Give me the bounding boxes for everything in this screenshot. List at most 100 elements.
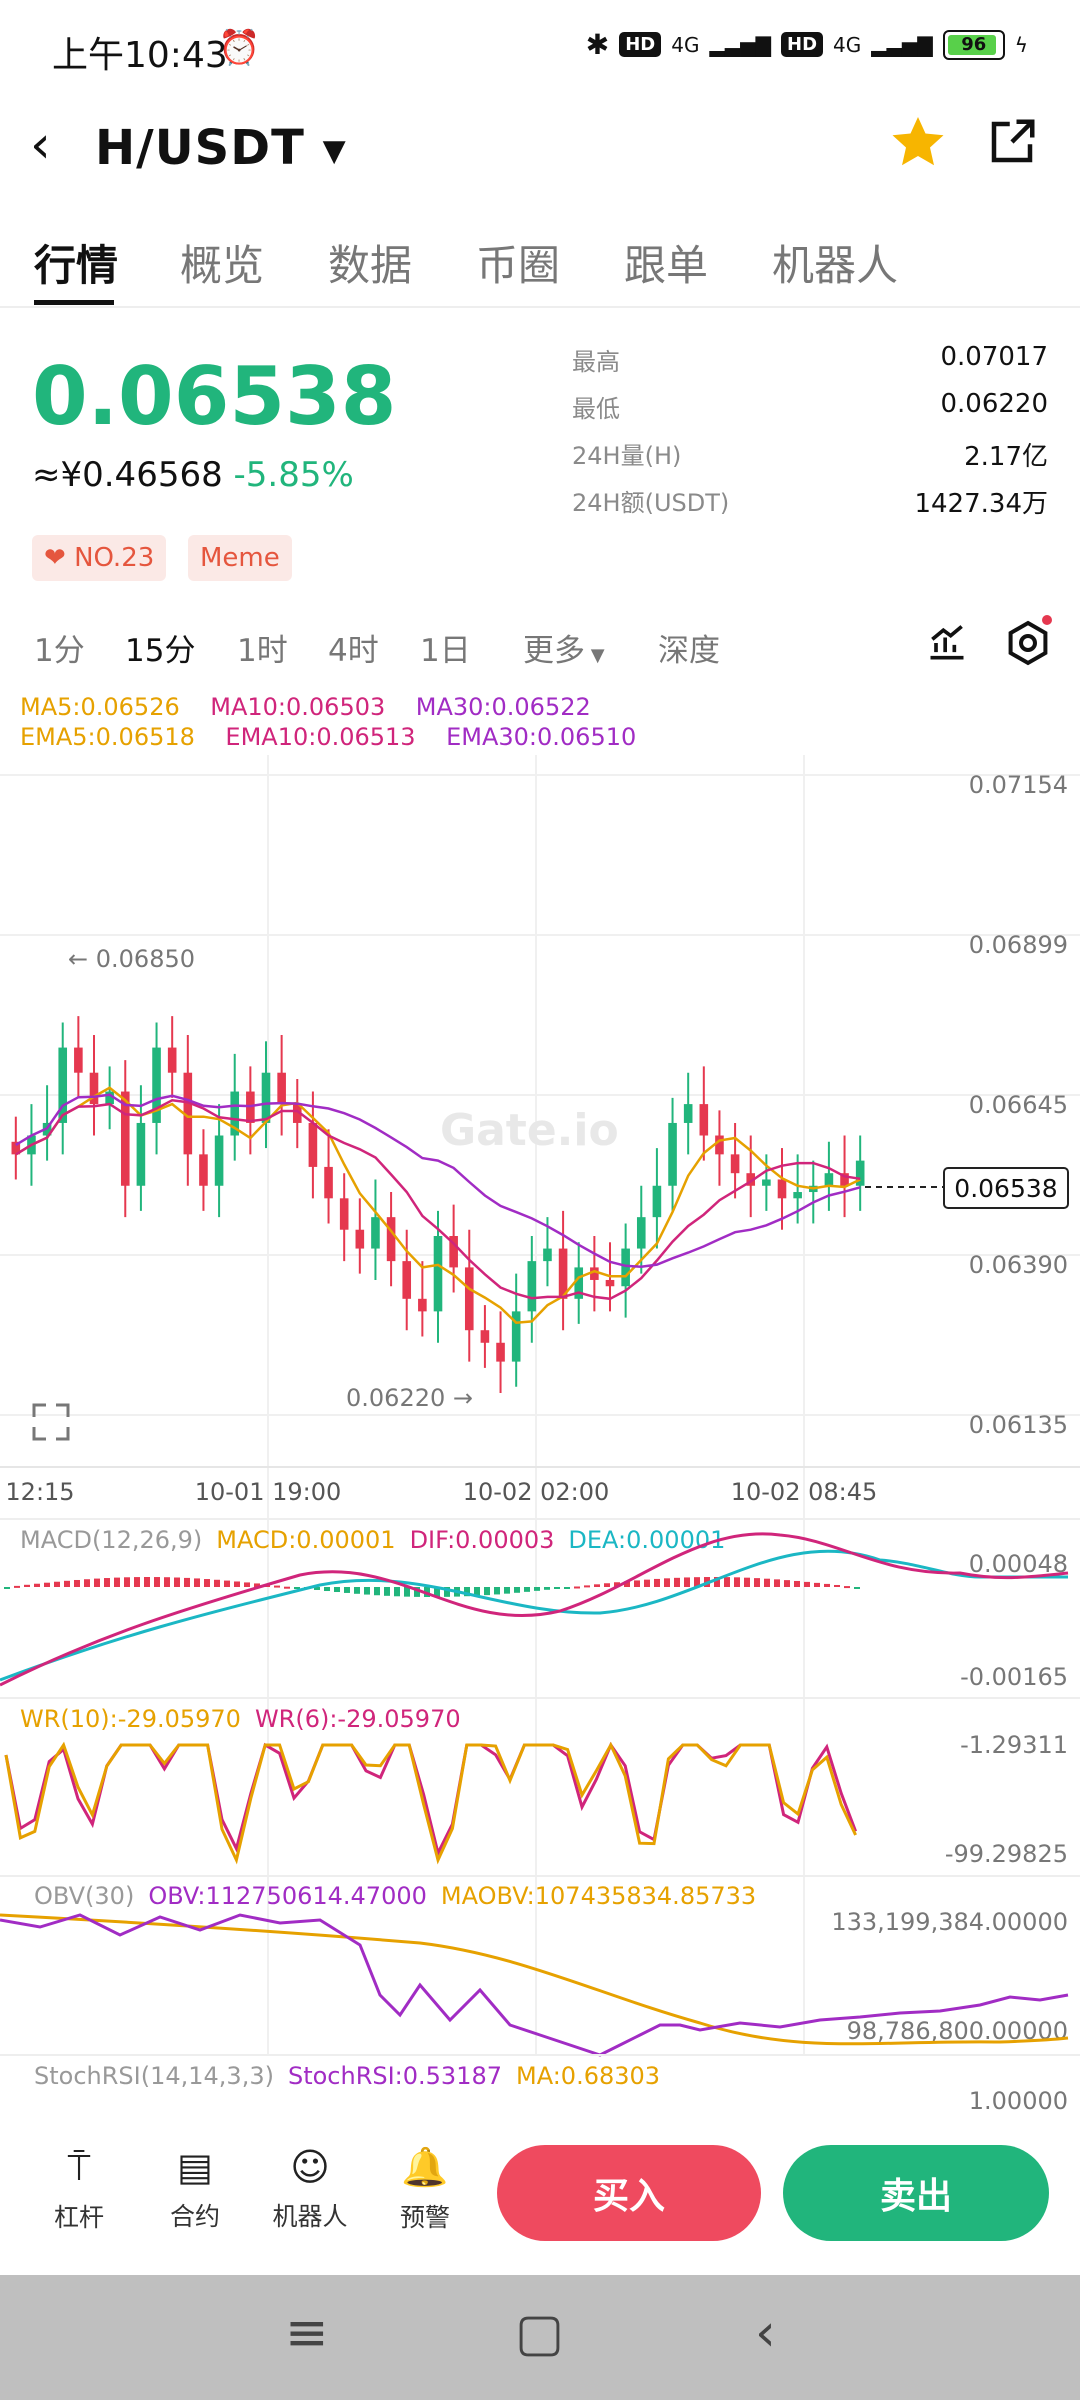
kline-chart[interactable]: Gate.io 0.07154 0.06899 0.06645 0.06390 0.06… [0, 755, 1080, 2110]
tf-1h[interactable]: 1时 [237, 633, 288, 669]
tab-copytrade[interactable]: 跟单 [624, 241, 709, 290]
contract-button[interactable]: ▤ 合约 [150, 2145, 240, 2233]
macd-bar [334, 1587, 340, 1593]
tf-more[interactable]: 更多 ▼ [523, 633, 605, 669]
tf-1m[interactable]: 1分 [34, 633, 85, 669]
alert-button[interactable]: 🔔 预警 [380, 2145, 470, 2234]
ema5-value: EMA5:0.06518 [20, 723, 195, 751]
back-nav-icon[interactable]: ‹ [755, 2303, 776, 2363]
y-tick-label: 0.06645 [969, 1091, 1068, 1119]
candle-body [824, 1173, 834, 1186]
candle-body [120, 1091, 130, 1186]
timeframe-bar: 1分 15分 1时 4时 1日 更多 ▼ 深度 [0, 615, 1080, 675]
macd-bar [584, 1585, 590, 1588]
macd-bar [444, 1587, 450, 1597]
y-tick-label: 0.06135 [969, 1411, 1068, 1439]
macd-bar [34, 1583, 40, 1587]
ma30-value: MA30:0.06522 [415, 693, 591, 721]
macd-bar [184, 1577, 190, 1587]
macd-bar [94, 1578, 100, 1587]
macd-bar [804, 1581, 810, 1587]
leverage-button[interactable]: ⍑ 杠杆 [34, 2145, 124, 2234]
macd-bar [464, 1587, 470, 1597]
candle-body [136, 1122, 146, 1186]
macd-bar [194, 1578, 200, 1587]
candle-body [277, 1072, 286, 1105]
buy-button[interactable]: 买入 [497, 2145, 761, 2241]
tab-bots[interactable]: 机器人 [772, 241, 899, 290]
tf-15m[interactable]: 15分 [125, 633, 196, 669]
candle-body [167, 1047, 177, 1073]
candle-body [402, 1261, 412, 1299]
candle-body [730, 1154, 740, 1174]
macd-bar [154, 1577, 160, 1587]
signal-icon: ▂▃▅▇ [709, 32, 772, 57]
stat-label-volume: 24H量(H) [572, 442, 682, 470]
tab-market[interactable]: 行情 [34, 241, 119, 290]
indicator-icon[interactable] [925, 621, 969, 669]
share-icon[interactable] [985, 115, 1039, 173]
macd-bar [624, 1581, 630, 1587]
candle-body [74, 1047, 83, 1073]
macd-bar [354, 1587, 360, 1594]
bottom-action-bar: ⍑ 杠杆 ▤ 合约 ☺ 机器人 🔔 预警 买入 卖出 [0, 2110, 1080, 2275]
candle-body [230, 1091, 240, 1136]
candle-body [58, 1047, 68, 1123]
alarm-clock-icon: ⏰ [218, 28, 261, 68]
candle-body [636, 1217, 646, 1249]
macd-bar [654, 1578, 660, 1587]
tab-data[interactable]: 数据 [328, 241, 413, 290]
macd-bar [784, 1580, 790, 1587]
wr-bottom: -99.29825 [945, 1840, 1068, 1868]
network-4g-1: 4G [671, 32, 700, 57]
candle-body [418, 1298, 427, 1312]
y-tick-label: 0.07154 [969, 771, 1068, 799]
candle-body [511, 1311, 521, 1362]
menu-icon[interactable]: ≡ [285, 2303, 329, 2363]
category-tag[interactable]: Meme [188, 535, 292, 581]
tf-depth[interactable]: 深度 [658, 633, 720, 669]
tab-overview[interactable]: 概览 [180, 241, 265, 290]
candle-body [386, 1217, 396, 1262]
macd-bar [544, 1587, 550, 1590]
robot-button[interactable]: ☺ 机器人 [265, 2145, 355, 2233]
rank-tag[interactable]: ❤ NO.23 [32, 535, 167, 581]
stat-value-turnover: 1427.34万 [914, 489, 1048, 519]
tf-4h[interactable]: 4时 [328, 633, 379, 669]
candle-body [261, 1072, 271, 1123]
low-marker: 0.06220 → [346, 1384, 473, 1412]
candle-body [762, 1179, 771, 1186]
sell-button[interactable]: 卖出 [783, 2145, 1049, 2241]
candle-body [324, 1166, 333, 1199]
candle-body [199, 1154, 208, 1186]
star-icon[interactable] [888, 112, 948, 176]
tab-community[interactable]: 币圈 [476, 241, 561, 290]
stat-label-low: 最低 [572, 395, 620, 423]
fullscreen-icon[interactable] [32, 1403, 70, 1441]
ma30-line [15, 1093, 861, 1269]
candle-body [152, 1047, 161, 1123]
settings-icon[interactable] [1004, 619, 1052, 671]
candle-body [668, 1122, 677, 1186]
candle-body [574, 1267, 584, 1299]
macd-bar [494, 1587, 500, 1595]
macd-bar [434, 1587, 440, 1597]
macd-bar [164, 1577, 170, 1587]
contract-icon: ▤ [177, 2145, 213, 2189]
pair-selector[interactable]: H/USDT ▼ [95, 120, 347, 176]
stat-label-high: 最高 [572, 348, 620, 376]
tf-1d[interactable]: 1日 [420, 633, 471, 669]
pair-title: H/USDT [95, 120, 305, 176]
home-icon[interactable]: ▢ [515, 2303, 565, 2363]
macd-bar [254, 1583, 260, 1587]
macd-bar [144, 1577, 150, 1587]
back-icon[interactable]: ‹ [30, 115, 51, 175]
obv-legend: OBV(30) OBV:112750614.47000 MAOBV:10743583… [34, 1882, 756, 1910]
macd-bar [594, 1584, 600, 1587]
candle-body [543, 1248, 552, 1262]
macd-bar [644, 1579, 650, 1587]
macd-bar [824, 1583, 830, 1587]
candle-body [214, 1135, 224, 1186]
signal-icon-2: ▂▃▅▇ [871, 32, 933, 57]
ma5-value: MA5:0.06526 [20, 693, 180, 721]
